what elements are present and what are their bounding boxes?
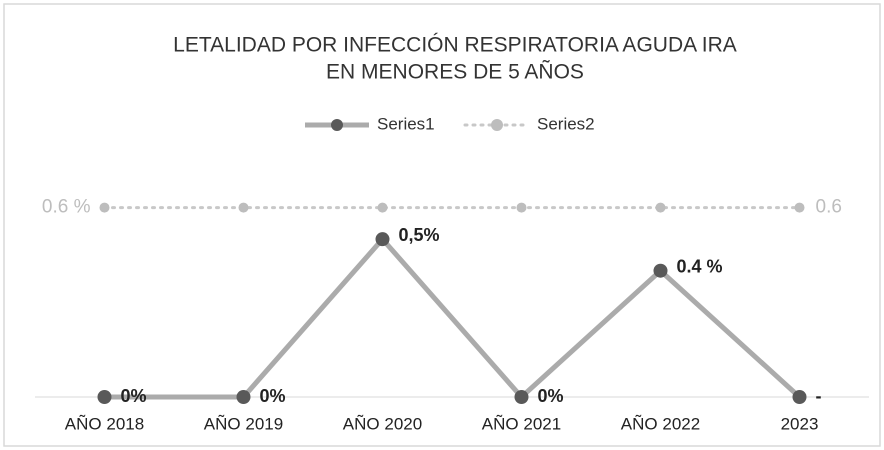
series-marker xyxy=(97,390,112,404)
series-marker xyxy=(792,390,807,404)
data-label: 0.6 % xyxy=(42,197,91,218)
series-marker xyxy=(655,202,666,213)
x-tick-label: AÑO 2021 xyxy=(482,414,561,433)
series-marker xyxy=(516,202,527,213)
x-tick-label: AÑO 2022 xyxy=(621,414,700,433)
data-label: - xyxy=(816,386,822,406)
series-marker xyxy=(238,202,249,213)
series-marker xyxy=(377,202,388,213)
legend-marker xyxy=(331,119,343,131)
data-label: 0% xyxy=(121,386,147,406)
legend-label: Series1 xyxy=(377,114,435,133)
data-label: 0.6 xyxy=(816,197,842,218)
legend-marker xyxy=(491,119,503,131)
series-marker xyxy=(514,390,529,404)
data-label: 0% xyxy=(260,386,286,406)
series-marker xyxy=(375,232,390,247)
series-marker xyxy=(653,263,668,278)
series-marker xyxy=(794,202,805,213)
x-tick-label: AÑO 2020 xyxy=(343,414,422,433)
series-marker xyxy=(99,202,110,213)
chart-frame xyxy=(3,3,881,447)
chart-title: EN MENORES DE 5 AÑOS xyxy=(326,60,584,84)
data-label: 0.4 % xyxy=(677,256,723,276)
series-line xyxy=(104,235,802,401)
chart-title: LETALIDAD POR INFECCIÓN RESPIRATORIA AGU… xyxy=(173,34,737,57)
data-label: 0,5% xyxy=(399,225,440,245)
data-label: 0% xyxy=(538,386,564,406)
series-marker xyxy=(236,390,251,404)
x-tick-label: AÑO 2018 xyxy=(65,414,144,433)
legend-label: Series2 xyxy=(537,114,595,133)
x-tick-label: AÑO 2019 xyxy=(204,414,283,433)
x-tick-label: 2023 xyxy=(781,414,819,433)
